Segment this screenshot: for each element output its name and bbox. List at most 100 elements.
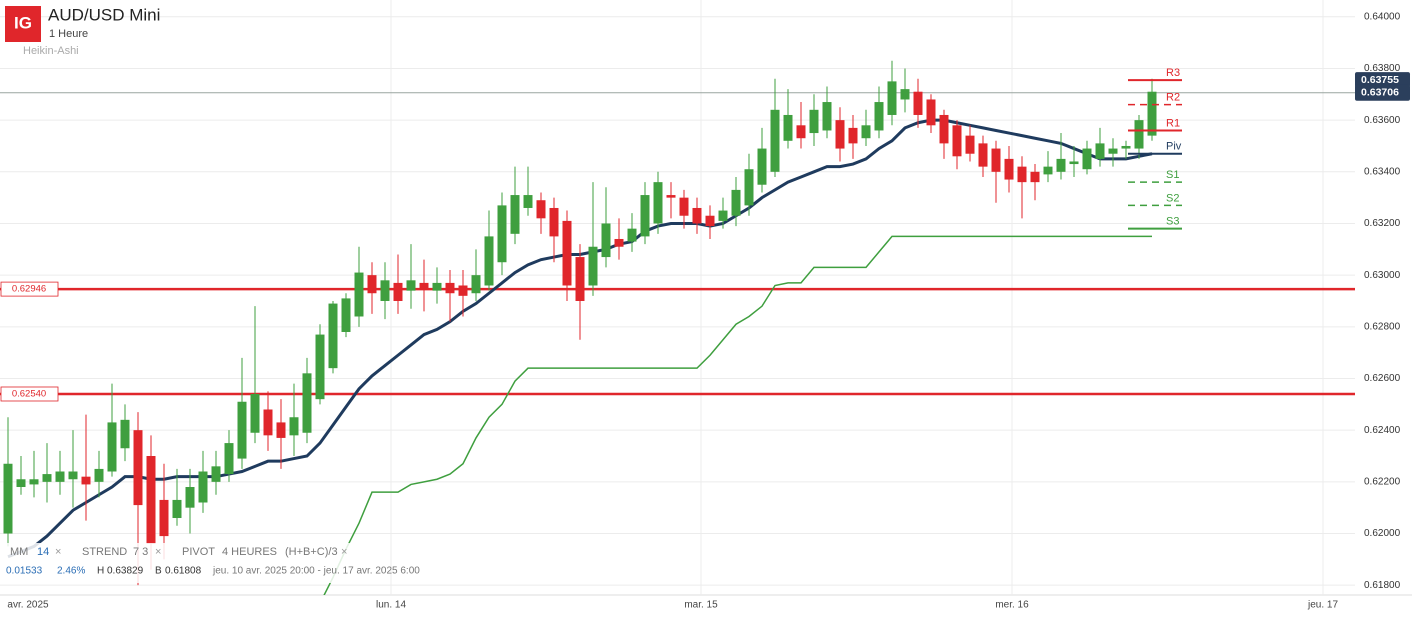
x-tick-label: lun. 14 [376, 600, 406, 611]
symbol: AUD/USD Mini [48, 5, 160, 24]
price-tag: 0.63755 [1361, 74, 1399, 86]
candle-body [250, 393, 260, 433]
candle-body [380, 280, 390, 301]
candle-body [744, 169, 754, 206]
candle-body [549, 207, 559, 237]
legend-bg [0, 543, 360, 583]
candle-body [952, 125, 962, 157]
change: 0.01533 [6, 566, 43, 577]
candle-body [809, 109, 819, 134]
candle-body [3, 463, 13, 534]
y-tick-label: 0.62800 [1364, 321, 1401, 332]
candle-body [653, 182, 663, 224]
y-tick-label: 0.63200 [1364, 218, 1401, 229]
candle-body [757, 148, 767, 185]
indicator-line [323, 235, 1152, 595]
candle-body [939, 114, 949, 144]
level-tag-box [0, 386, 59, 402]
x-tick-label: mer. 16 [995, 600, 1029, 611]
candle-body [211, 466, 221, 482]
candle-body [588, 246, 598, 286]
plot: R3 R2 R1 Piv S1 S2 S3 [0, 60, 1355, 595]
remove-icon[interactable]: × [341, 546, 347, 558]
indicator-name: MM [10, 546, 28, 558]
indicator-name: STREND [82, 546, 127, 558]
y-tick-label: 0.61800 [1364, 580, 1401, 591]
indicator-params: 4 HEURES [222, 546, 277, 558]
candle-body [991, 148, 1001, 172]
candle-body [913, 91, 923, 115]
pivot-label: S1 [1166, 169, 1179, 181]
candle-body [874, 102, 884, 131]
candle-body [432, 282, 442, 291]
candle-body [263, 409, 273, 436]
x-tick-label: jeu. 17 [1307, 600, 1338, 611]
candle-body [419, 282, 429, 289]
candle-body [887, 81, 897, 115]
candle-body [172, 499, 182, 519]
candle-body [471, 275, 481, 294]
level-tag: 0.62540 [12, 389, 46, 400]
candle-body [289, 417, 299, 436]
candle-body [1017, 166, 1027, 183]
candle-body [341, 298, 351, 332]
candle-body [601, 223, 611, 258]
candle-body [354, 272, 364, 317]
candle-body [835, 120, 845, 149]
y-tick-label: 0.63800 [1364, 63, 1401, 74]
overlay: 0.64000 0.63800 0.63600 0.63400 0.63200 0.630… [0, 11, 1410, 611]
remove-icon[interactable]: × [155, 546, 161, 558]
candle-body [367, 275, 377, 294]
price-tag-box [1355, 84, 1410, 101]
pivot-label: S2 [1166, 192, 1179, 204]
candle-body [783, 114, 793, 141]
range: jeu. 10 avr. 2025 20:00 - jeu. 17 avr. 2… [212, 566, 420, 577]
candle-body [1121, 145, 1131, 149]
candle-body [614, 238, 624, 247]
candle-body [796, 125, 806, 139]
candle-body [315, 334, 325, 400]
candle-body [198, 471, 208, 503]
candle-body [120, 419, 130, 449]
low: 0.61808 [165, 566, 202, 577]
candle-body [1043, 166, 1053, 175]
candle-body [224, 443, 234, 475]
candle-body [68, 471, 78, 480]
candle-body [458, 285, 468, 296]
candle-body [1004, 158, 1014, 180]
y-tick-label: 0.63600 [1364, 115, 1401, 126]
candle-body [1095, 143, 1105, 159]
candle-body [536, 200, 546, 219]
candle-body [1082, 148, 1092, 170]
x-tick-label: avr. 2025 [7, 600, 49, 611]
low-label: B [155, 566, 162, 577]
candle-body [718, 210, 728, 221]
indicator-params: 7 3 [133, 546, 148, 558]
candle-body [445, 282, 455, 294]
candle-body [562, 220, 572, 286]
indicator-params: 14 [37, 546, 49, 558]
logo-box [5, 6, 41, 42]
candle-body [16, 479, 26, 488]
high: 0.63829 [107, 566, 144, 577]
candle-body [276, 422, 286, 438]
candle-body [406, 280, 416, 291]
logo: IG [14, 13, 32, 32]
candle-body [627, 228, 637, 242]
candle-body [81, 476, 91, 485]
y-tick-label: 0.62200 [1364, 476, 1401, 487]
candle-body [900, 89, 910, 100]
y-tick-label: 0.64000 [1364, 11, 1401, 22]
level-tag: 0.62946 [12, 284, 46, 295]
remove-icon[interactable]: × [55, 546, 61, 558]
candle-body [666, 195, 676, 198]
x-tick-label: mar. 15 [684, 600, 718, 611]
level-tag-box [0, 281, 59, 297]
high-label: H [97, 566, 104, 577]
pivot-label: R3 [1166, 67, 1180, 79]
candle-body [94, 468, 104, 482]
y-tick-label: 0.62600 [1364, 373, 1401, 384]
candle-body [861, 125, 871, 139]
